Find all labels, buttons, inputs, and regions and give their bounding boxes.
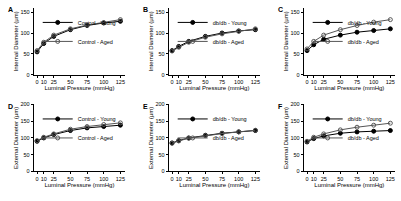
svg-text:25: 25 [186,176,192,182]
svg-text:150: 150 [155,9,164,15]
svg-text:db/db - Young: db/db - Young [348,20,382,26]
svg-text:150: 150 [290,9,299,15]
svg-text:Luminal Pressure (mmHg): Luminal Pressure (mmHg) [179,182,249,188]
svg-text:50: 50 [24,51,30,57]
svg-text:External Diameter (µm): External Diameter (µm) [148,107,154,169]
svg-text:100: 100 [20,30,29,36]
svg-text:Luminal Pressure (mmHg): Luminal Pressure (mmHg) [44,85,114,91]
svg-text:200: 200 [20,101,29,107]
svg-text:150: 150 [290,118,299,124]
svg-text:Control - Young: Control - Young [78,116,116,122]
svg-text:75: 75 [354,176,360,182]
svg-text:0: 0 [171,176,174,182]
svg-text:db/db - Young: db/db - Young [348,116,382,122]
svg-text:75: 75 [354,79,360,85]
svg-text:50: 50 [67,79,73,85]
svg-text:0: 0 [36,79,39,85]
svg-text:db/db - Aged: db/db - Aged [348,39,379,45]
svg-text:10: 10 [176,176,182,182]
svg-text:0: 0 [162,72,165,78]
svg-text:150: 150 [155,118,164,124]
svg-text:Internal Diameter (µm): Internal Diameter (µm) [13,11,19,71]
svg-text:Control - Aged: Control - Aged [78,39,113,45]
svg-text:C: C [278,6,283,13]
svg-text:A: A [8,6,13,13]
svg-text:50: 50 [337,176,343,182]
svg-text:200: 200 [290,101,299,107]
svg-text:125: 125 [116,176,125,182]
svg-text:Luminal Pressure (mmHg): Luminal Pressure (mmHg) [314,182,384,188]
svg-text:50: 50 [202,79,208,85]
svg-text:0: 0 [171,79,174,85]
svg-text:50: 50 [159,51,165,57]
svg-text:100: 100 [369,79,378,85]
svg-text:E: E [143,103,148,110]
svg-text:50: 50 [24,152,30,158]
svg-text:50: 50 [337,79,343,85]
svg-text:B: B [143,6,148,13]
svg-text:100: 100 [234,176,243,182]
svg-text:0: 0 [162,168,165,174]
svg-text:External Diameter (µm): External Diameter (µm) [283,107,289,169]
svg-text:db/db - Aged: db/db - Aged [348,135,379,141]
svg-text:db/db - Aged: db/db - Aged [213,135,244,141]
svg-text:100: 100 [155,30,164,36]
svg-text:10: 10 [311,79,317,85]
svg-text:50: 50 [67,176,73,182]
svg-text:F: F [278,103,283,110]
svg-text:0: 0 [27,72,30,78]
svg-text:100: 100 [234,79,243,85]
svg-text:Internal Diameter (µm): Internal Diameter (µm) [283,11,289,71]
svg-text:150: 150 [20,118,29,124]
svg-text:75: 75 [84,176,90,182]
svg-text:25: 25 [321,176,327,182]
svg-text:125: 125 [251,176,260,182]
svg-text:25: 25 [51,176,57,182]
svg-text:50: 50 [293,152,299,158]
svg-text:200: 200 [155,101,164,107]
svg-text:db/db - Young: db/db - Young [213,20,247,26]
svg-text:0: 0 [306,176,309,182]
svg-text:0: 0 [297,168,300,174]
svg-text:125: 125 [251,79,260,85]
svg-text:10: 10 [311,176,317,182]
svg-text:125: 125 [116,79,125,85]
svg-text:100: 100 [99,176,108,182]
svg-text:Control - Aged: Control - Aged [78,135,113,141]
svg-text:50: 50 [202,176,208,182]
svg-text:0: 0 [36,176,39,182]
svg-text:25: 25 [51,79,57,85]
svg-text:db/db - Young: db/db - Young [213,116,247,122]
svg-text:75: 75 [219,79,225,85]
svg-text:25: 25 [186,79,192,85]
svg-text:100: 100 [20,135,29,141]
svg-text:Luminal Pressure (mmHg): Luminal Pressure (mmHg) [314,85,384,91]
svg-text:Internal Diameter (µm): Internal Diameter (µm) [148,11,154,71]
svg-text:50: 50 [293,51,299,57]
svg-text:0: 0 [297,72,300,78]
svg-text:Luminal Pressure (mmHg): Luminal Pressure (mmHg) [179,85,249,91]
svg-text:0: 0 [306,79,309,85]
svg-text:db/db - Aged: db/db - Aged [213,39,244,45]
svg-text:10: 10 [41,176,47,182]
svg-text:External Diameter (µm): External Diameter (µm) [13,107,19,169]
svg-text:Control - Young: Control - Young [78,20,116,26]
svg-text:100: 100 [99,79,108,85]
svg-text:75: 75 [84,79,90,85]
svg-text:100: 100 [369,176,378,182]
svg-text:50: 50 [159,152,165,158]
svg-text:100: 100 [155,135,164,141]
svg-text:10: 10 [176,79,182,85]
svg-text:25: 25 [321,79,327,85]
svg-text:150: 150 [20,9,29,15]
svg-text:75: 75 [219,176,225,182]
svg-text:100: 100 [290,30,299,36]
svg-text:Luminal Pressure (mmHg): Luminal Pressure (mmHg) [44,182,114,188]
svg-text:D: D [8,103,13,110]
svg-text:100: 100 [290,135,299,141]
svg-text:10: 10 [41,79,47,85]
svg-text:125: 125 [386,176,395,182]
svg-text:0: 0 [27,168,30,174]
svg-text:125: 125 [386,79,395,85]
